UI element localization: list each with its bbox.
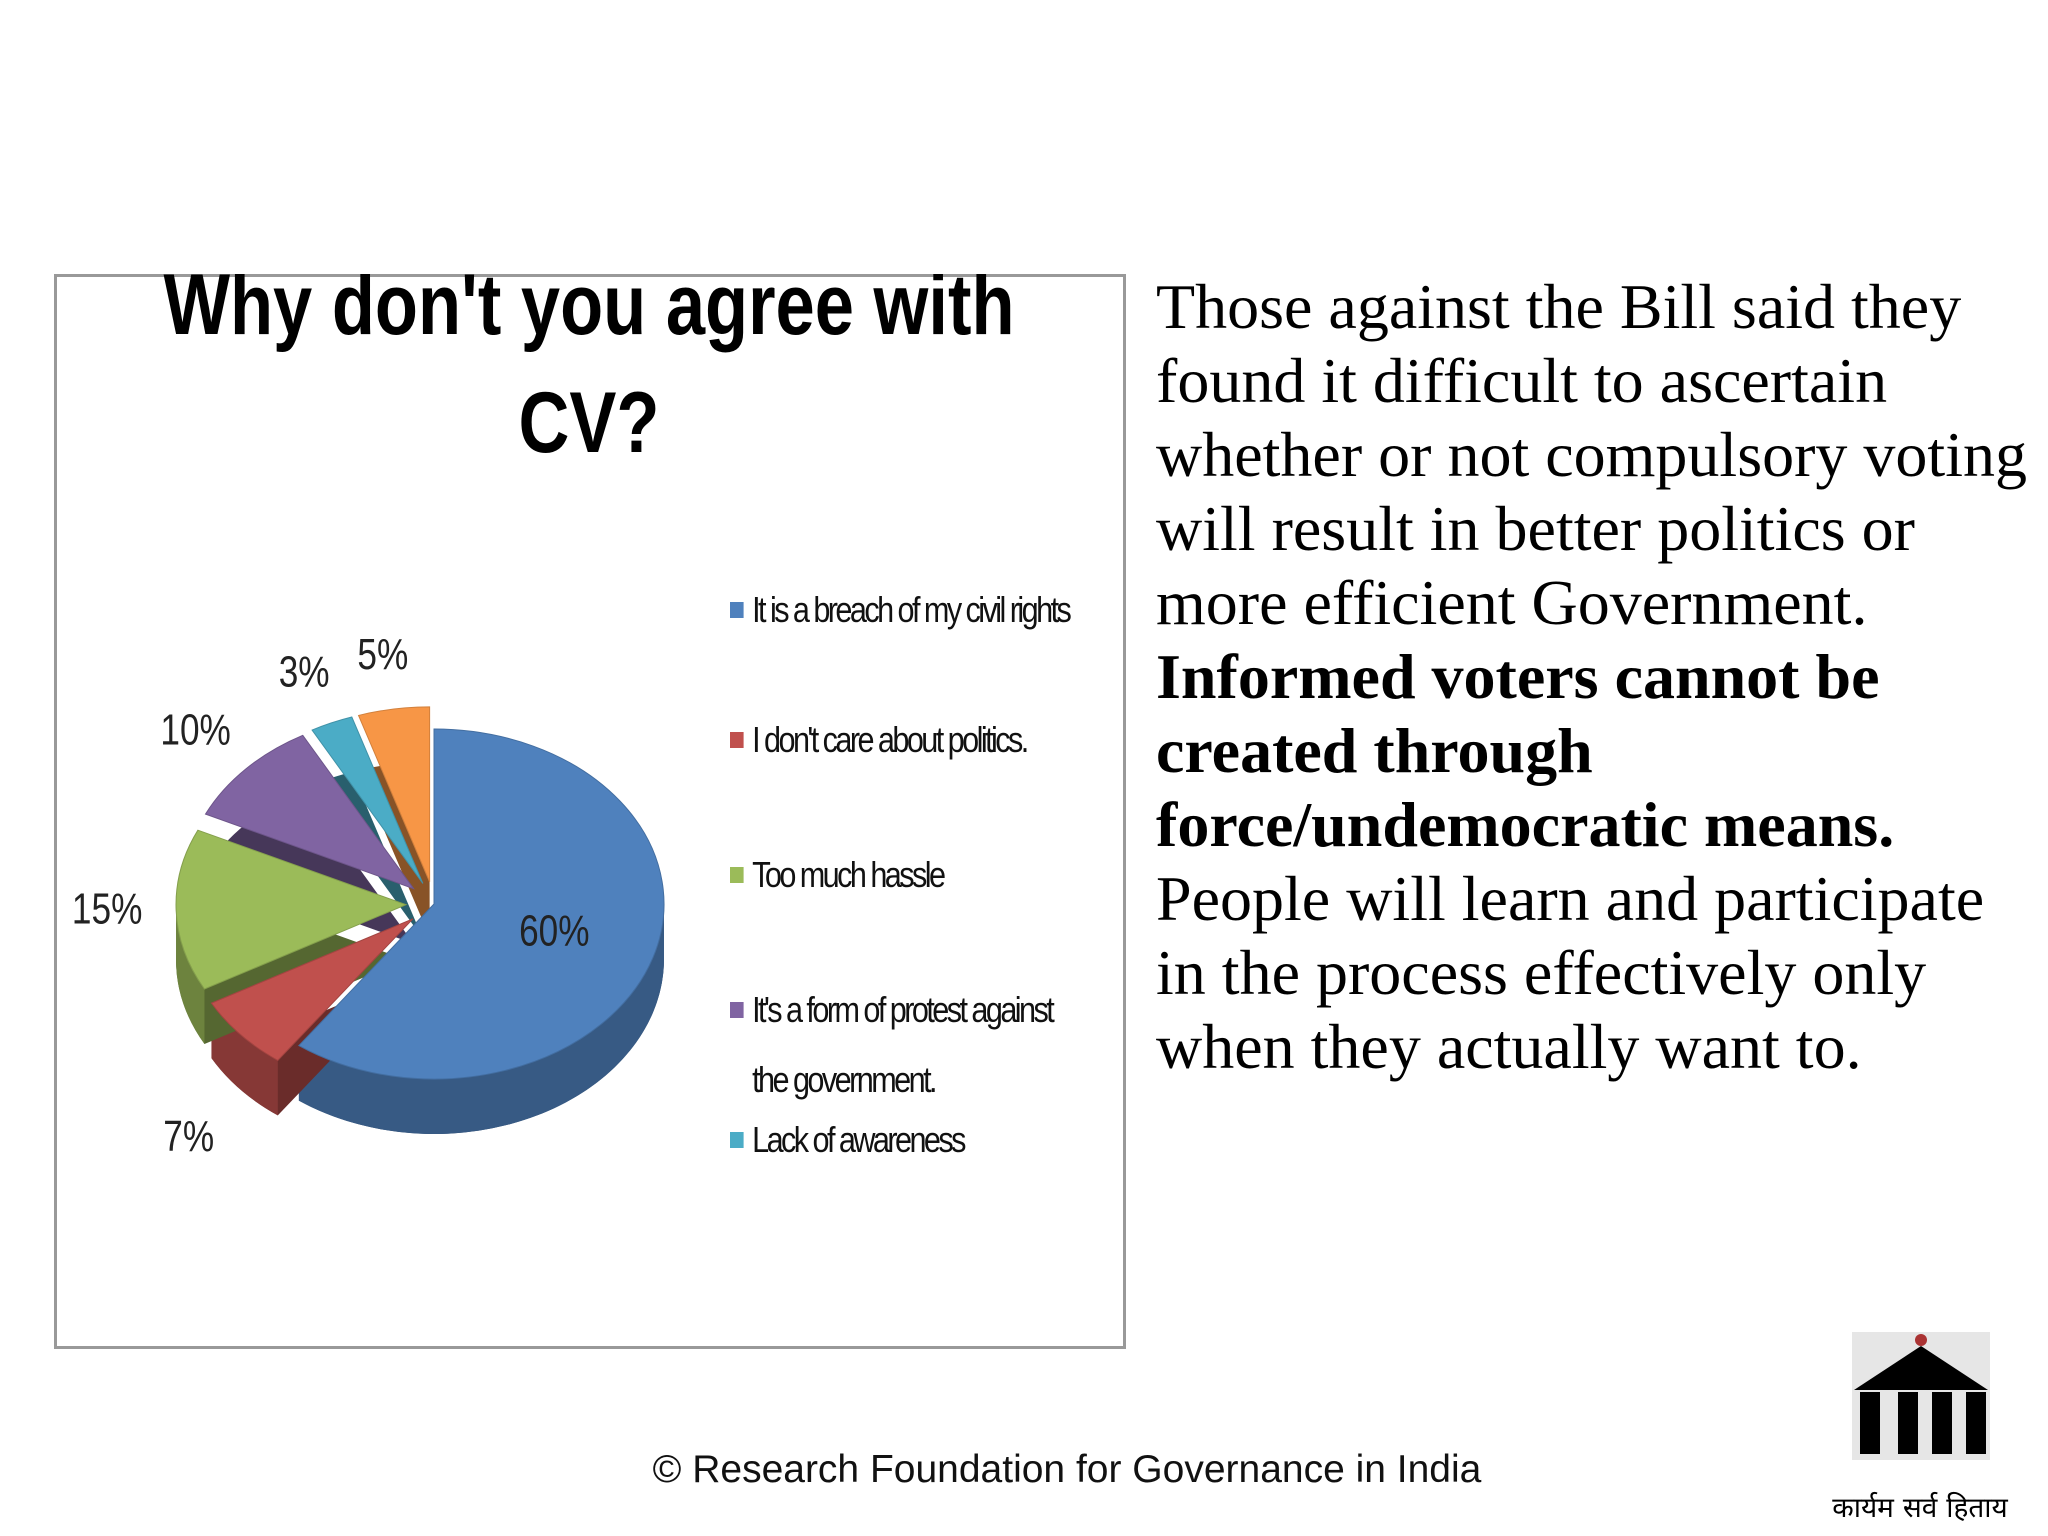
logo-dot <box>1915 1334 1927 1346</box>
legend-entry: Lack of awareness <box>730 1105 1070 1175</box>
slice-side <box>298 904 664 1134</box>
logo-column <box>1898 1392 1918 1454</box>
slice <box>210 918 414 1062</box>
data-label: 3% <box>279 648 330 697</box>
footer: © Research Foundation for Governance in … <box>652 1448 1482 1491</box>
logo <box>1852 1332 1990 1460</box>
chart: Why don't you agree with CV? 60% 7% 15% 10% 3… <box>54 274 1126 1349</box>
legend-swatch <box>730 867 744 883</box>
slice <box>357 706 431 883</box>
legend-label: I don't care about politics. <box>752 719 1029 760</box>
legend-label: It's a form of protest against the gover… <box>752 989 1055 1100</box>
legend-swatch <box>730 602 744 618</box>
data-label: 5% <box>357 630 408 679</box>
logo-column <box>1860 1392 1880 1454</box>
legend-swatch <box>730 732 744 748</box>
logo-roof <box>1854 1346 1988 1390</box>
data-label: 15% <box>72 885 142 934</box>
data-label: 10% <box>160 706 230 755</box>
slice <box>175 829 408 990</box>
logo-caption: कार्यम सर्व हिताय <box>1832 1491 2008 1524</box>
legend-swatch <box>730 1002 744 1018</box>
chart-title: Why don't you agree with CV? <box>163 274 1014 471</box>
slice-side <box>176 904 205 1045</box>
legend-label: Lack of awareness <box>752 1119 966 1160</box>
body-text: Those against the Bill said they found i… <box>1156 270 2036 1084</box>
paragraph: Informed voters cannot be created throug… <box>1156 641 1895 860</box>
slice <box>297 728 665 1080</box>
legend-entry: Too much hassle <box>730 840 1070 910</box>
logo-column <box>1966 1392 1986 1454</box>
slice <box>311 716 424 884</box>
data-label: 60% <box>519 907 589 956</box>
paragraph: People will learn and participate in the… <box>1156 863 1985 1082</box>
paragraph: Those against the Bill said they found i… <box>1156 271 2027 638</box>
legend-entry: It is a breach of my civil rights <box>730 575 1072 645</box>
legend-label: It is a breach of my civil rights <box>752 589 1072 630</box>
data-label: 7% <box>163 1112 214 1161</box>
slice <box>204 734 415 890</box>
logo-column <box>1932 1392 1952 1454</box>
legend-entry: I don't care about politics. <box>730 705 1070 775</box>
legend-entry: It's a form of protest against the gover… <box>730 975 1070 1115</box>
legend-label: Too much hassle <box>752 854 946 895</box>
legend-swatch <box>730 1132 744 1148</box>
